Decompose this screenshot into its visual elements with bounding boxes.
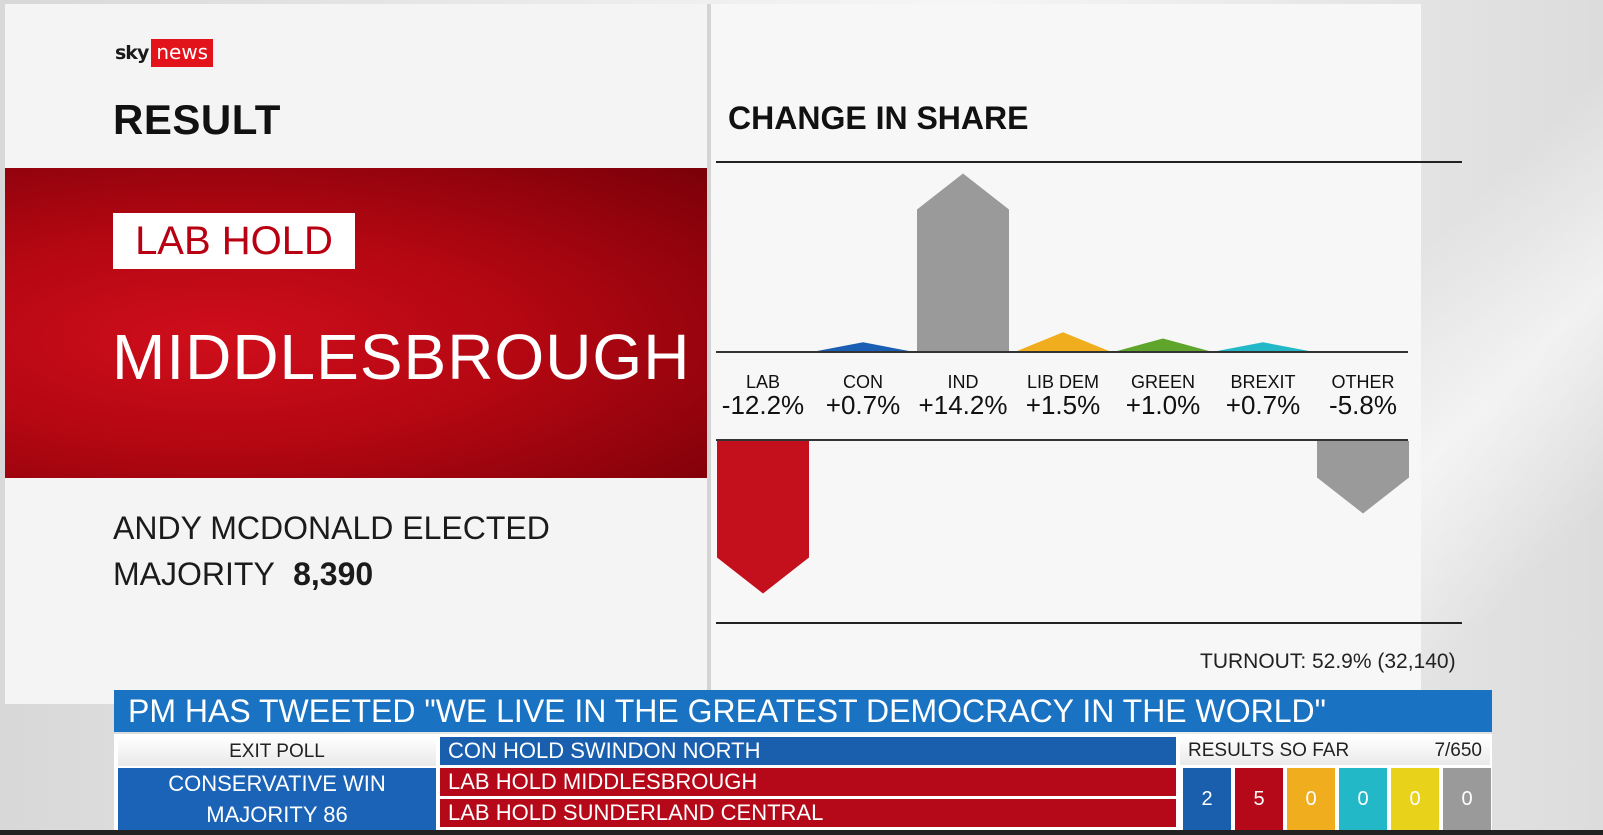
result-strip: LAB HOLD MIDDLESBROUGH [440,768,1176,796]
bar-ind [917,173,1009,351]
chart-title: CHANGE IN SHARE [728,100,1029,136]
elected-text: ANDY MCDONALD ELECTED [113,510,550,546]
category-label: IND [948,372,979,392]
value-label: +0.7% [1226,390,1300,420]
value-label: +14.2% [919,390,1008,420]
majority-text: MAJORITY 8,390 [113,556,373,593]
value-label: -12.2% [722,390,804,420]
result-strip: CON HOLD SWINDON NORTH [440,737,1176,765]
change-in-share-chart: LAB-12.2%CON+0.7%IND+14.2%LIB DEM+1.5%GR… [716,161,1462,624]
exit-poll-result: CONSERVATIVE WIN MAJORITY 86 [118,768,436,830]
category-label: CON [843,372,883,392]
tally-box: 0 [1391,768,1439,830]
category-label: LAB [746,372,780,392]
value-label: +1.5% [1026,390,1100,420]
tally-box: 0 [1339,768,1387,830]
bar-con [817,342,909,351]
result-strip: LAB HOLD SUNDERLAND CENTRAL [440,799,1176,827]
logo-news: news [151,39,214,67]
result-title: RESULT [113,96,281,143]
logo-sky: sky [115,42,149,64]
hold-badge: LAB HOLD [113,213,355,269]
bar-brexit [1217,342,1309,351]
exit-poll-label: EXIT POLL [118,737,436,766]
category-label: BREXIT [1230,372,1295,392]
bar-green [1117,338,1209,351]
panel-divider [707,4,711,704]
category-label: LIB DEM [1027,372,1099,392]
turnout-text: TURNOUT: 52.9% (32,140) [1200,650,1456,673]
bar-lab [717,441,809,594]
constituency-name: MIDDLESBROUGH [112,321,691,393]
tally-box: 0 [1287,768,1335,830]
exit-poll-line2: MAJORITY 86 [206,802,348,827]
ticker-headline: PM HAS TWEETED "WE LIVE IN THE GREATEST … [114,690,1492,732]
bottom-edge [0,830,1603,835]
results-so-far-header: RESULTS SO FAR 7/650 [1180,737,1490,765]
tally-box: 0 [1443,768,1491,830]
tally-box: 5 [1235,768,1283,830]
value-label: +0.7% [826,390,900,420]
chart-panel [711,4,1421,704]
value-label: +1.0% [1126,390,1200,420]
category-label: GREEN [1131,372,1195,392]
value-label: -5.8% [1329,390,1397,420]
tally-box: 2 [1183,768,1231,830]
bar-other [1317,441,1409,514]
category-label: OTHER [1332,372,1395,392]
bar-lib-dem [1017,332,1109,351]
exit-poll-line1: CONSERVATIVE WIN [168,771,386,796]
results-so-far-label: RESULTS SO FAR [1188,740,1350,761]
majority-label: MAJORITY [113,556,275,592]
results-so-far-count: 7/650 [1434,740,1482,761]
sky-news-logo: sky news [115,38,214,68]
majority-value: 8,390 [293,556,374,592]
